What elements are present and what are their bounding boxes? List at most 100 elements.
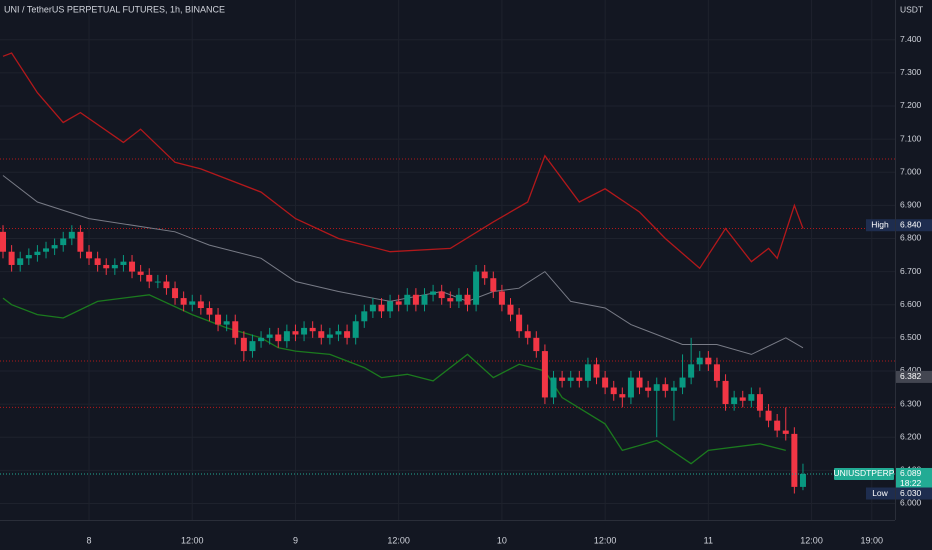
candle-body: [309, 327, 316, 332]
indicator-line: [2, 294, 786, 465]
candle-body: [0, 231, 7, 252]
candle-body: [696, 357, 703, 365]
x-tick-label: 12:00: [594, 535, 617, 545]
candle-body: [731, 397, 738, 405]
candle-body: [378, 304, 385, 312]
candle-body: [249, 341, 256, 352]
candle-body: [739, 397, 746, 401]
candle-body: [258, 337, 265, 342]
candle-body: [765, 410, 772, 421]
candle-body: [275, 334, 282, 342]
y-tick-label: 7.000: [900, 166, 922, 176]
candle-body: [17, 258, 24, 265]
candle-body: [670, 387, 677, 391]
y-tick-label: 6.600: [900, 299, 922, 309]
candle-body: [8, 251, 15, 265]
chart-title: UNI / TetherUS PERPETUAL FUTURES, 1h, BI…: [4, 4, 225, 14]
candle-body: [619, 394, 626, 398]
y-tick-label: 6.300: [900, 398, 922, 408]
candle-body: [550, 377, 557, 398]
candle-body: [94, 258, 101, 265]
x-tick-label: 19:00: [861, 535, 884, 545]
candle-body: [748, 394, 755, 401]
candle-body: [163, 281, 170, 289]
candle-body: [524, 331, 531, 338]
candle-body: [627, 377, 634, 398]
x-tick-label: 10: [497, 535, 507, 545]
y-tick-label: 6.800: [900, 233, 922, 243]
candle-body: [25, 255, 32, 259]
candle-body: [584, 364, 591, 381]
candle-body: [240, 337, 247, 352]
candle-body: [103, 264, 110, 269]
candle-body: [34, 251, 41, 256]
candle-body: [782, 430, 789, 434]
candle-body: [799, 473, 806, 487]
candle-body: [129, 261, 136, 272]
candle-body: [516, 314, 523, 332]
y-tick-label: 6.000: [900, 498, 922, 508]
crosshair-box: [896, 370, 932, 383]
candle-body: [180, 298, 187, 305]
x-tick-label: 11: [704, 535, 713, 545]
y-tick-label: 6.700: [900, 266, 922, 276]
candle-body: [662, 384, 669, 391]
candle-body: [111, 264, 118, 269]
candle-body: [438, 291, 445, 299]
candle-body: [412, 294, 419, 305]
y-tick-label: 6.500: [900, 332, 922, 342]
candle-body: [154, 281, 161, 283]
candle-body: [197, 301, 204, 309]
candle-body: [395, 301, 402, 305]
marker-label: 6.030: [900, 488, 922, 498]
countdown: 18:22: [900, 478, 922, 488]
y-tick-label: 7.100: [900, 133, 922, 143]
candle-body: [567, 377, 574, 381]
candle-body: [593, 364, 600, 378]
candle-body: [688, 364, 695, 378]
indicator-line: [2, 175, 804, 355]
candle-body: [283, 331, 290, 342]
candle-body: [51, 245, 58, 249]
candle-body: [722, 380, 729, 405]
candle-body: [559, 377, 566, 381]
candle-body: [344, 331, 351, 338]
plot: [0, 52, 895, 494]
last-price-box: [896, 467, 932, 490]
candle-body: [146, 274, 153, 282]
y-tick-label: 7.200: [900, 100, 922, 110]
axes: 6.0006.1006.2006.3006.4006.5006.6006.700…: [87, 34, 932, 545]
candle-body: [490, 278, 497, 292]
x-tick-label: 8: [87, 535, 92, 545]
candle-body: [301, 327, 308, 335]
indicator-line: [2, 52, 804, 270]
crosshair-label: 6.382: [900, 371, 922, 381]
y-tick-label: 7.400: [900, 34, 922, 44]
candle-body: [369, 304, 376, 312]
marker-name: High: [871, 219, 889, 229]
candle-body: [43, 248, 50, 252]
candle-body: [636, 377, 643, 388]
candle-body: [481, 271, 488, 279]
candle-body: [266, 334, 273, 338]
candle-body: [533, 337, 540, 352]
marker-name: Low: [872, 488, 888, 498]
x-tick-label: 12:00: [800, 535, 823, 545]
y-tick-label: 6.400: [900, 365, 922, 375]
candle-body: [77, 231, 84, 252]
y-tick-label: 7.300: [900, 67, 922, 77]
candle-body: [421, 294, 428, 305]
candle-body: [498, 291, 505, 305]
candle-body: [507, 304, 514, 315]
candle-body: [292, 331, 299, 335]
candle-body: [713, 364, 720, 381]
candle-body: [679, 377, 686, 388]
marker-box: [896, 487, 932, 500]
x-tick-label: 12:00: [387, 535, 410, 545]
candle-body: [326, 334, 333, 338]
candle-body: [455, 294, 462, 302]
candle-body: [352, 321, 359, 338]
marker-label: 6.840: [900, 219, 922, 229]
